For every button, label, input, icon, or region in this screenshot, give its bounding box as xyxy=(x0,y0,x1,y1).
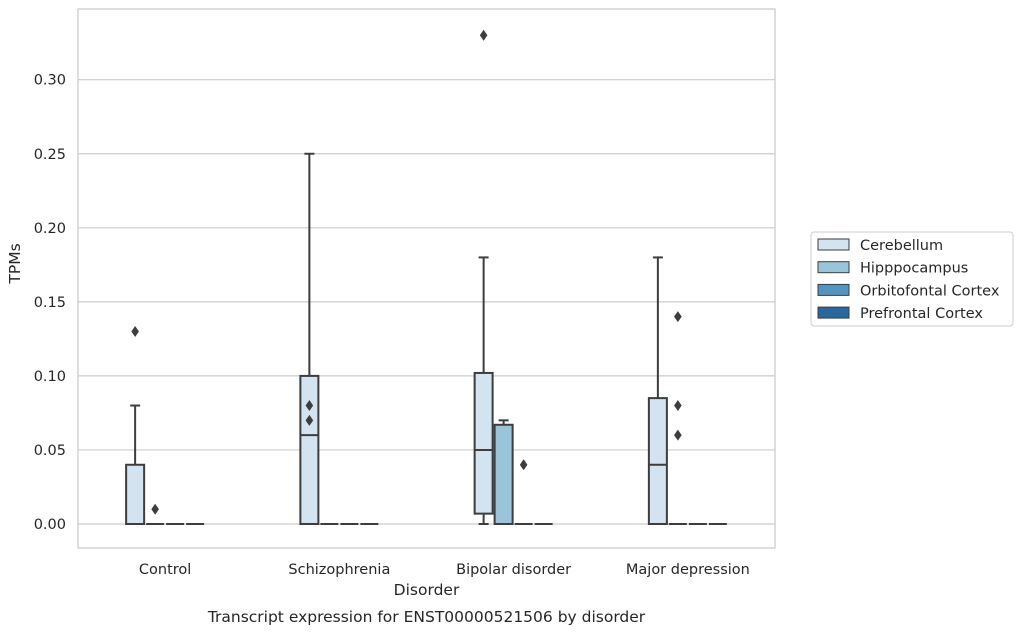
x-tick-labels: Control Schizophrenia Bipolar disorder Majo… xyxy=(139,562,750,578)
outlier-point xyxy=(674,429,682,441)
x-axis-label: Disorder xyxy=(394,581,460,599)
outlier-point xyxy=(151,503,159,515)
box-hipppocampus xyxy=(146,503,165,525)
y-tick-label: 0.20 xyxy=(34,221,66,237)
legend-label: Cerebellum xyxy=(860,238,943,254)
legend-label: Prefrontal Cortex xyxy=(860,306,983,322)
x-tick-label: Major depression xyxy=(626,562,750,578)
outlier-point xyxy=(479,29,488,41)
y-tick-label: 0.05 xyxy=(34,443,66,459)
boxes xyxy=(125,29,727,526)
legend-label: Orbitofontal Cortex xyxy=(860,283,1000,299)
box-hipppocampus xyxy=(493,419,514,526)
outlier-point xyxy=(305,400,314,412)
y-axis-label: TPMs xyxy=(6,243,24,284)
y-tick-label: 0.00 xyxy=(34,517,66,533)
chart-title: Transcript expression for ENST0000052150… xyxy=(207,608,646,626)
y-tick-labels: 0.00 0.05 0.10 0.15 0.20 0.25 0.30 xyxy=(34,73,66,533)
box-cerebellum xyxy=(473,29,494,525)
box xyxy=(125,463,146,526)
x-tick-label: Bipolar disorder xyxy=(456,562,571,578)
legend-swatch xyxy=(817,261,850,274)
legend-frame xyxy=(810,231,1014,327)
outlier-point xyxy=(519,459,528,471)
legend: Cerebellum Hipppocampus Orbitofontal Corte… xyxy=(810,231,1014,327)
outlier-point xyxy=(674,400,682,412)
outlier-point xyxy=(131,325,139,337)
box-hipppocampus xyxy=(668,311,687,525)
box-orbitofontal-cortex xyxy=(514,459,533,525)
box xyxy=(647,397,668,525)
y-tick-label: 0.30 xyxy=(34,73,66,89)
legend-swatch xyxy=(817,238,850,251)
y-tick-label: 0.10 xyxy=(34,369,66,385)
plot-frame xyxy=(77,8,776,549)
x-tick-label: Schizophrenia xyxy=(288,562,390,578)
box xyxy=(299,374,320,525)
box-cerebellum xyxy=(299,152,320,525)
legend-swatch xyxy=(817,283,850,296)
box xyxy=(493,423,514,526)
box xyxy=(473,371,494,515)
legend-swatch xyxy=(817,306,850,319)
box-cerebellum xyxy=(125,325,146,526)
box-cerebellum xyxy=(647,256,668,525)
gridlines xyxy=(78,79,775,525)
legend-label: Hipppocampus xyxy=(860,261,968,277)
outlier-point xyxy=(674,311,682,323)
y-tick-label: 0.25 xyxy=(34,147,66,163)
outlier-point xyxy=(305,414,314,426)
y-tick-label: 0.15 xyxy=(34,295,66,311)
x-tick-label: Control xyxy=(139,562,191,578)
